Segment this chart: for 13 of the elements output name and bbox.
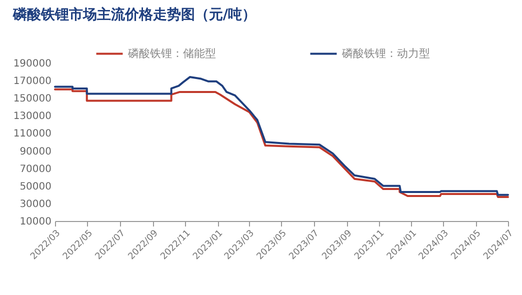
- y-tick-label: 150000: [13, 94, 52, 105]
- y-tick-label: 170000: [13, 76, 52, 88]
- y-tick-label: 110000: [13, 128, 52, 140]
- y-tick-label: 190000: [13, 58, 52, 70]
- y-tick-label: 130000: [13, 111, 52, 122]
- y-tick-label: 50000: [20, 181, 52, 192]
- legend-label: 磷酸铁锂：储能型: [127, 46, 216, 60]
- y-tick-label: 10000: [20, 216, 52, 228]
- y-tick-label: 30000: [20, 198, 52, 210]
- chart-title: 磷酸铁锂市场主流价格走势图（元/吨）: [12, 6, 256, 23]
- y-tick-label: 90000: [20, 146, 52, 158]
- y-tick-label: 70000: [20, 164, 52, 175]
- legend-label: 磷酸铁锂：动力型: [341, 46, 430, 60]
